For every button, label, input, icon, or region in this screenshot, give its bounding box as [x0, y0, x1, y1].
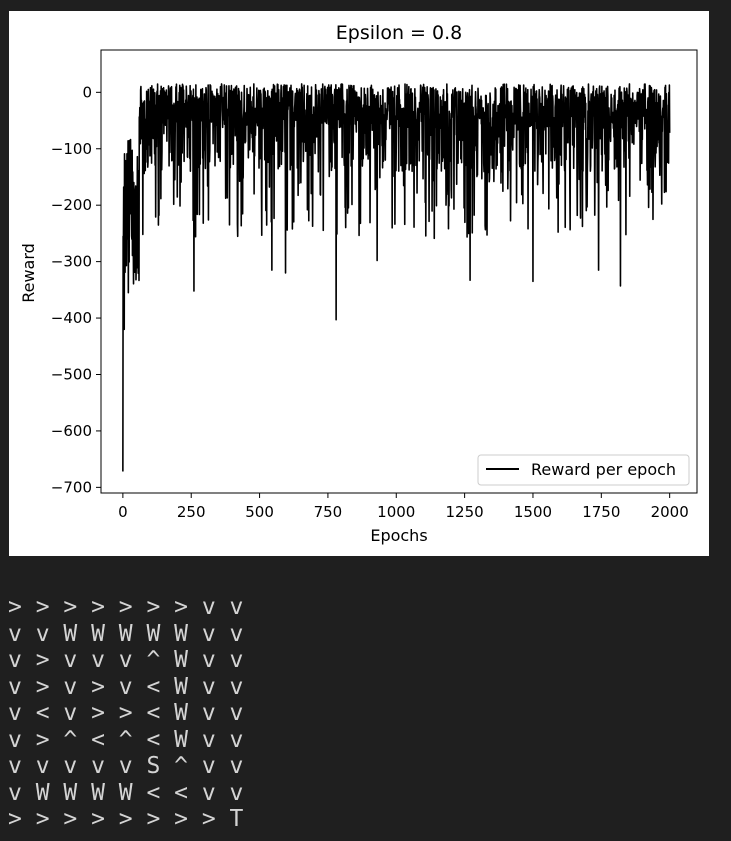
x-tick-label: 0 — [118, 503, 128, 521]
x-tick-label: 2000 — [651, 503, 689, 521]
x-tick-label: 500 — [245, 503, 274, 521]
y-axis-ticks: 0 −100 −200 −300 −400 −500 −600 −700 — [51, 83, 101, 496]
grid-row: v W W W W < < v v — [8, 779, 244, 806]
chart-title: Epsilon = 0.8 — [336, 22, 462, 44]
grid-row: v > ^ < ^ < W v v — [8, 726, 244, 753]
y-tick-label: −200 — [51, 196, 92, 214]
plot-image: Epsilon = 0.8 0 250 500 750 1000 1250 1500 1750… — [9, 11, 709, 556]
data-layer — [122, 83, 671, 472]
x-tick-label: 1500 — [514, 503, 552, 521]
grid-row: > > > > > > > v v — [8, 594, 244, 620]
y-tick-label: −700 — [51, 478, 92, 496]
grid-row: v v W W W W W v v — [8, 620, 244, 647]
x-axis-ticks: 0 250 500 750 1000 1250 1500 1750 2000 — [118, 493, 689, 521]
y-tick-label: −100 — [51, 140, 92, 158]
grid-row: v > v > v < W v v — [8, 673, 244, 700]
x-tick-label: 1000 — [377, 503, 415, 521]
y-tick-label: −500 — [51, 365, 92, 383]
y-tick-label: −400 — [51, 309, 92, 327]
y-axis-label: Reward — [19, 243, 38, 303]
x-tick-label: 1750 — [582, 503, 620, 521]
y-tick-label: 0 — [82, 83, 92, 101]
grid-row: > > > > > > > > T — [8, 806, 244, 832]
grid-row: v v v v v S ^ v v — [8, 753, 244, 779]
grid-row: v < v > > < W v v — [8, 700, 244, 726]
legend-box — [477, 454, 690, 486]
x-tick-label: 750 — [314, 503, 343, 521]
x-tick-label: 1250 — [446, 503, 484, 521]
legend-label: Reward per epoch — [531, 460, 676, 479]
x-tick-label: 250 — [177, 503, 206, 521]
reward-chart: Epsilon = 0.8 0 250 500 750 1000 1250 1500 1750… — [19, 22, 698, 545]
plot-frame — [100, 49, 698, 494]
series-line-reward-per-epoch — [122, 83, 671, 472]
y-tick-label: −600 — [51, 422, 92, 440]
y-tick-label: −300 — [51, 253, 92, 271]
x-axis-label: Epochs — [370, 526, 427, 545]
grid-row: v > v v v ^ W v v — [8, 647, 244, 673]
legend: Reward per epoch — [477, 454, 690, 486]
